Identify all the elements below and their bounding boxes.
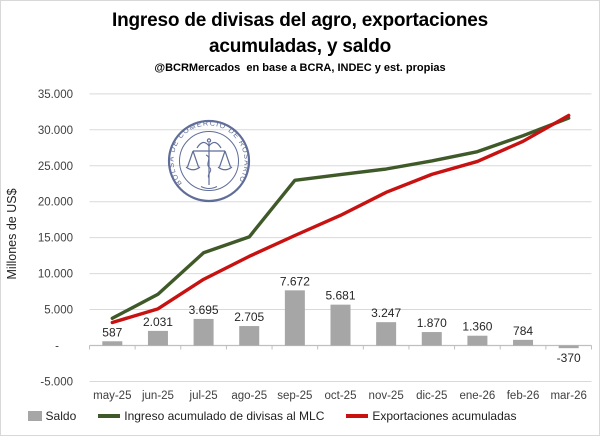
chart-subtitle: @BCRMercados en base a BCRA, INDEC y est…	[154, 62, 446, 74]
x-tick-label: mar-26	[550, 390, 586, 402]
legend-item-ingreso-mlc: Ingreso acumulado de divisas al MLC	[98, 409, 324, 423]
x-tick-label: jul-25	[189, 390, 218, 402]
bar-label: 3.695	[189, 303, 219, 317]
bar-label: 5.681	[325, 289, 355, 303]
y-tick-label: -	[55, 341, 59, 353]
x-tick-label: oct-25	[325, 390, 357, 402]
bar-label: 1.870	[417, 316, 447, 330]
bar-label: 3.247	[371, 306, 401, 320]
series-line	[110, 116, 571, 320]
seal-outer-circle	[167, 119, 251, 203]
x-tick-label: feb-26	[507, 390, 540, 402]
bar-saldo	[513, 339, 534, 346]
y-tick-label: 25.000	[38, 161, 73, 173]
x-tick-label: sep-25	[277, 390, 312, 402]
chart-title-line2: acumuladas, y saldo	[208, 36, 392, 57]
legend-item-saldo: Saldo	[27, 409, 77, 423]
seal-inner-circle	[179, 131, 239, 191]
y-axis-title: Millones de US$	[5, 188, 19, 279]
y-tick-label: 10.000	[38, 269, 73, 281]
legend-label-ingreso-mlc: Ingreso acumulado de divisas al MLC	[124, 409, 325, 423]
bar-saldo	[147, 330, 168, 346]
bar-label: 7.672	[280, 274, 310, 288]
y-tick-label: 5.000	[44, 305, 73, 317]
bar-saldo	[239, 326, 260, 346]
bar-saldo	[193, 318, 214, 346]
legend-swatch-ingreso-mlc	[98, 414, 121, 418]
legend-label-exportaciones: Exportaciones acumuladas	[372, 409, 517, 423]
legend-swatch-exportaciones	[346, 414, 369, 418]
bar-saldo	[330, 304, 351, 346]
y-tick-label: 30.000	[38, 125, 73, 137]
legend-label-saldo: Saldo	[45, 409, 77, 423]
chart-legend: Saldo Ingreso acumulado de divisas al ML…	[1, 409, 571, 423]
x-tick-label: ago-25	[231, 390, 267, 402]
y-tick-label: -5.000	[40, 376, 73, 388]
y-tick-label: 15.000	[38, 233, 73, 245]
bar-saldo	[467, 335, 488, 346]
caduceus-scales-icon	[185, 138, 233, 189]
y-tick-label: 35.000	[38, 89, 73, 101]
bar-label: 784	[513, 324, 533, 338]
bar-saldo	[421, 332, 442, 346]
legend-item-exportaciones: Exportaciones acumuladas	[346, 409, 516, 423]
bar-saldo	[102, 341, 123, 346]
bar-label: 2.705	[234, 310, 264, 324]
x-tick-label: dic-25	[416, 390, 447, 402]
x-tick-label: ene-26	[460, 390, 496, 402]
bar-saldo	[376, 322, 397, 346]
series-line	[110, 113, 571, 325]
chart-title: Ingreso de divisas del agro, exportacion…	[1, 8, 599, 60]
bar-saldo	[284, 290, 305, 346]
legend-swatch-saldo	[27, 411, 42, 421]
chart-title-line1: Ingreso de divisas del agro, exportacion…	[112, 10, 488, 31]
bar-label: 2.031	[143, 315, 173, 329]
bar-label: -370	[557, 351, 581, 365]
y-tick-label: 20.000	[38, 197, 73, 209]
bar-label: 1.360	[462, 320, 492, 334]
bcr-logo-watermark: BOLSA DE COMERCIO DE ROSARIO	[166, 118, 251, 203]
x-tick-label: nov-25	[369, 390, 404, 402]
bar-label: 587	[102, 325, 122, 339]
bar-saldo	[558, 345, 579, 349]
x-tick-label: may-25	[93, 390, 131, 402]
x-tick-label: jun-25	[141, 390, 174, 402]
